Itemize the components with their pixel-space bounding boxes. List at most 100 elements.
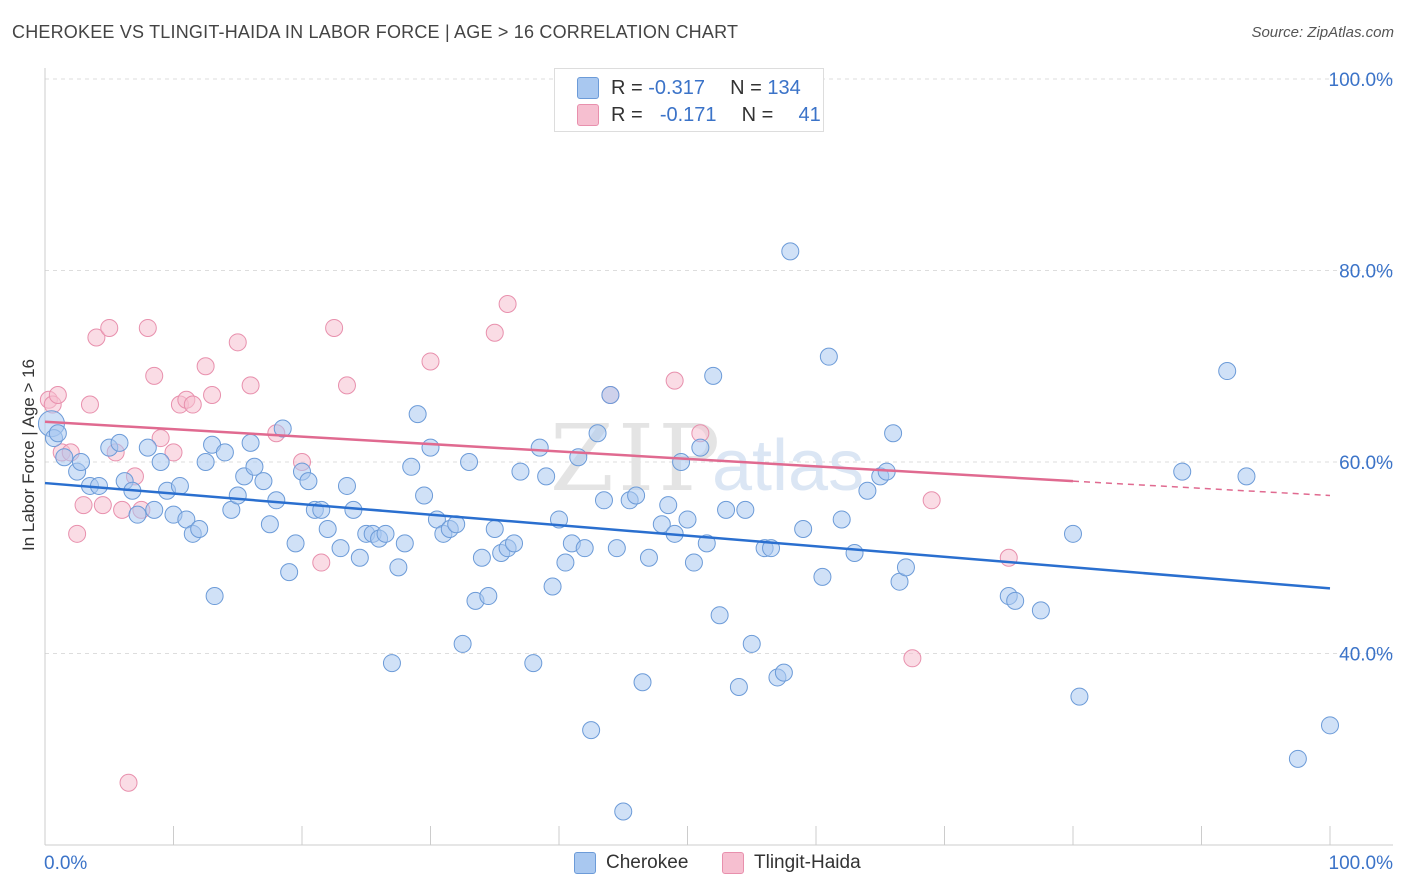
point-cherokee xyxy=(299,472,318,491)
point-cherokee xyxy=(659,496,678,515)
point-cherokee xyxy=(794,520,813,539)
bottom-legend-cherokee: Cherokee xyxy=(574,852,688,874)
point-cherokee xyxy=(415,486,434,505)
legend-swatch-cherokee xyxy=(577,77,599,99)
point-cherokee xyxy=(614,802,633,821)
point-tlingit-haida xyxy=(119,773,138,792)
point-cherokee xyxy=(331,539,350,558)
series-cherokee xyxy=(37,242,1339,821)
point-cherokee xyxy=(742,634,761,653)
point-cherokee xyxy=(1237,467,1256,486)
y-tick-label: 40.0% xyxy=(1339,645,1393,666)
point-tlingit-haida xyxy=(903,649,922,668)
point-tlingit-haida xyxy=(68,524,87,543)
point-tlingit-haida xyxy=(485,323,504,342)
point-cherokee xyxy=(408,405,427,424)
point-cherokee xyxy=(530,438,549,457)
point-cherokee xyxy=(813,567,832,586)
point-cherokee xyxy=(1218,362,1237,381)
x-tick-label-start: 0.0% xyxy=(44,853,87,874)
point-tlingit-haida xyxy=(93,496,112,515)
point-tlingit-haida xyxy=(145,366,164,385)
point-cherokee xyxy=(556,553,575,572)
point-cherokee xyxy=(318,520,337,539)
bottom-legend-label-tlingit-haida: Tlingit-Haida xyxy=(754,852,861,874)
tick-labels: 40.0% 60.0% 80.0% 100.0% 0.0% 100.0% xyxy=(44,70,1393,874)
point-cherokee xyxy=(832,510,851,529)
point-cherokee xyxy=(607,539,626,558)
point-cherokee xyxy=(736,500,755,519)
point-cherokee xyxy=(190,520,209,539)
point-cherokee xyxy=(170,476,189,495)
point-cherokee xyxy=(684,553,703,572)
point-tlingit-haida xyxy=(74,496,93,515)
point-tlingit-haida xyxy=(421,352,440,371)
point-cherokee xyxy=(71,453,90,471)
point-cherokee xyxy=(594,491,613,510)
point-cherokee xyxy=(582,721,601,740)
point-cherokee xyxy=(128,505,147,524)
point-tlingit-haida xyxy=(498,295,517,314)
legend-r-value: -0.171 xyxy=(659,104,717,126)
point-cherokee xyxy=(254,472,273,491)
trend-line-tlingit-haida-extension xyxy=(1072,480,1331,497)
point-cherokee xyxy=(704,366,723,385)
bottom-legend-swatch-cherokee xyxy=(574,852,596,874)
bottom-legend-tlingit-haida: Tlingit-Haida xyxy=(722,852,861,874)
point-cherokee xyxy=(472,548,491,567)
point-cherokee xyxy=(672,453,691,471)
point-cherokee xyxy=(627,486,646,505)
point-cherokee xyxy=(241,433,260,452)
point-tlingit-haida xyxy=(80,395,99,414)
point-cherokee xyxy=(710,606,729,625)
point-cherokee xyxy=(395,534,414,553)
point-tlingit-haida xyxy=(312,553,331,572)
point-cherokee xyxy=(485,520,504,539)
point-cherokee xyxy=(633,673,652,692)
point-cherokee xyxy=(382,654,401,673)
point-tlingit-haida xyxy=(665,371,684,390)
point-cherokee xyxy=(1288,749,1307,768)
point-cherokee xyxy=(601,385,620,404)
legend-swatch-tlingit-haida xyxy=(577,104,599,126)
correlation-legend: R = -0.317 N = 134 R = -0.171 N = 41 xyxy=(554,68,824,132)
watermark-atlas: atlas xyxy=(712,426,864,506)
point-cherokee xyxy=(196,453,215,471)
axes xyxy=(44,68,1393,846)
point-cherokee xyxy=(280,563,299,582)
legend-text-tlingit-haida: R = -0.171 N = 41 xyxy=(611,104,821,127)
point-cherokee xyxy=(537,467,556,486)
bottom-legend-swatch-tlingit-haida xyxy=(722,852,744,874)
point-cherokee xyxy=(729,678,748,697)
point-cherokee xyxy=(1173,462,1192,481)
point-cherokee xyxy=(286,534,305,553)
point-cherokee xyxy=(845,543,864,562)
point-cherokee xyxy=(145,500,164,519)
point-tlingit-haida xyxy=(87,328,106,347)
legend-r-value: -0.317 xyxy=(648,77,705,99)
point-cherokee xyxy=(110,433,129,452)
point-cherokee xyxy=(312,500,331,519)
point-tlingit-haida xyxy=(138,318,157,337)
point-cherokee xyxy=(402,457,421,476)
point-cherokee xyxy=(588,424,607,443)
point-cherokee xyxy=(524,654,543,673)
y-tick-label: 60.0% xyxy=(1339,453,1393,474)
point-cherokee xyxy=(896,558,915,577)
legend-r-label: R = xyxy=(611,77,643,99)
point-cherokee xyxy=(228,486,247,505)
point-tlingit-haida xyxy=(337,376,356,395)
trend-line-tlingit-haida xyxy=(44,420,1074,483)
point-tlingit-haida xyxy=(922,491,941,510)
point-tlingit-haida xyxy=(100,318,119,337)
point-cherokee xyxy=(697,534,716,553)
legend-n-value: 134 xyxy=(767,77,801,99)
point-cherokee xyxy=(273,419,292,438)
point-cherokee xyxy=(858,481,877,500)
point-cherokee xyxy=(1006,591,1025,610)
point-cherokee xyxy=(639,548,658,567)
point-cherokee xyxy=(819,347,838,366)
point-tlingit-haida xyxy=(241,376,260,395)
point-cherokee xyxy=(151,453,170,471)
